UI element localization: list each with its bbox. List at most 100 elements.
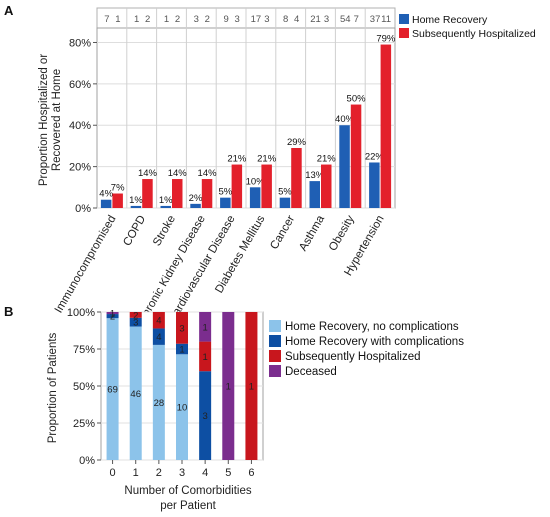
segment-count-label: 1 [179,345,184,356]
x-tick-label: 5 [225,467,231,479]
bar-hospitalized [380,44,392,208]
seg-hospitalized [152,312,165,329]
panel-a-plot: 0%20%40%60%80%4%77%1Immunocompromised1%1… [53,7,396,326]
y-tick-label: 20% [69,162,91,174]
y-tick-label: 80% [69,37,91,49]
bar-home-recovery [100,199,112,208]
x-tick-label: 6 [248,467,254,479]
x-tick-label: 0 [110,467,116,479]
bar-home-recovery [309,181,320,208]
legend-label-home-recovery: Home Recovery [412,14,488,26]
segment-count-label: 1 [110,309,115,320]
segment-count-label: 4 [156,332,161,343]
legend-swatch-home-recovery [399,14,409,24]
bar-value-label: 22% [365,151,385,162]
bar-value-label: 2% [189,193,203,204]
seg-no-complications [152,344,165,460]
segment-count-label: 2 [110,312,115,323]
bar-home-recovery [369,162,380,208]
bar-value-label: 21% [227,154,247,165]
count-label: 1 [164,14,169,25]
x-tick-label: 2 [156,467,162,479]
bar-value-label: 5% [218,187,232,198]
bar-hospitalized [350,104,362,208]
panel-a-ylabel-line1: Proportion Hospitalized or [38,54,50,186]
bar-value-label: 21% [317,154,337,165]
bar-home-recovery [160,205,171,208]
segment-count-label: 3 [133,318,138,329]
count-label: 1 [134,14,139,25]
legend-swatch-hospitalized [399,28,409,38]
count-label: 37 [370,14,381,25]
segment-count-label: 2 [133,310,138,321]
y-tick-label: 25% [73,418,95,430]
bar-value-label: 13% [305,170,325,181]
seg-with-complications [129,317,142,327]
seg-deceased [199,312,212,342]
count-label: 3 [324,14,329,25]
y-tick-label: 60% [69,79,91,91]
count-label: 4 [294,14,299,25]
count-label: 8 [283,14,288,25]
bar-value-label: 50% [347,94,367,105]
bar-value-label: 5% [278,187,292,198]
legend-swatch-no-complications [269,320,281,332]
panel-a-letter: A [4,3,14,18]
bar-value-label: 14% [198,168,218,179]
x-category-label: Obesity [327,213,357,253]
count-label: 3 [194,14,199,25]
legend-swatch-with-complications [269,335,281,347]
seg-hospitalized [199,341,212,372]
bar-value-label: 1% [159,195,173,206]
panel-a-ylabel-line2: Recovered at Home [51,69,63,171]
panel-b-xlabel-line1: Number of Comorbidities [124,485,251,497]
segment-count-label: 28 [154,398,165,409]
bar-home-recovery [279,197,291,208]
bar-value-label: 14% [138,168,158,179]
segment-count-label: 1 [202,352,207,363]
legend-swatch-deceased [269,365,281,377]
seg-no-complications [176,354,188,460]
count-label: 2 [205,14,210,25]
x-tick-label: 3 [179,467,185,479]
bar-home-recovery [190,203,201,208]
panel-b-letter: B [4,304,13,319]
legend-label-deceased: Deceased [285,366,337,378]
count-label: 11 [381,14,391,25]
seg-with-complications [199,371,212,460]
panel-b-xlabel-line2: per Patient [160,500,216,512]
y-tick-label: 50% [73,381,95,393]
bar-hospitalized [321,164,332,208]
bar-home-recovery [220,197,231,208]
bar-value-label: 21% [257,154,277,165]
bar-hospitalized [261,164,272,208]
seg-no-complications [129,326,142,460]
bar-value-label: 1% [129,195,143,206]
y-tick-label: 75% [73,344,95,356]
count-label: 54 [340,14,351,25]
segment-count-label: 1 [202,322,207,333]
bar-value-label: 4% [99,189,113,200]
bar-hospitalized [291,148,302,208]
bar-value-label: 7% [111,183,125,194]
seg-hospitalized [176,312,188,344]
count-label: 3 [234,14,239,25]
count-label: 2 [145,14,150,25]
seg-deceased [106,312,119,315]
bar-home-recovery [130,205,142,208]
legend-label-hospitalized: Subsequently Hospitalized [412,28,536,40]
bar-hospitalized [172,179,183,208]
seg-hospitalized [245,312,258,460]
count-label: 17 [251,14,262,25]
legend-swatch-sub-hospitalized [269,350,281,362]
count-label: 9 [223,14,228,25]
segment-count-label: 3 [179,323,184,334]
bar-value-label: 14% [168,168,188,179]
count-label: 21 [310,14,321,25]
bar-value-label: 29% [287,137,307,148]
bar-hospitalized [112,193,123,208]
count-label: 2 [175,14,180,25]
bar-value-label: 10% [246,176,266,187]
bar-value-label: 40% [335,114,355,125]
seg-with-complications [152,328,165,345]
